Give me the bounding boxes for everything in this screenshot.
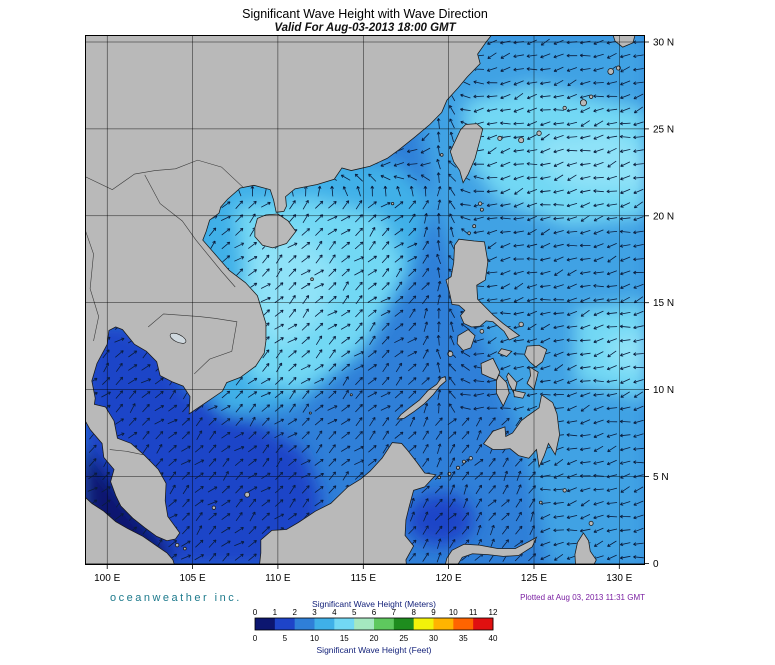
meters-tick: 6 — [372, 608, 377, 617]
legend-colorbar — [254, 617, 494, 631]
lat-label: 10 N — [653, 385, 674, 396]
lon-label: 100 E — [94, 573, 120, 584]
meters-tick: 5 — [352, 608, 357, 617]
feet-tick: 10 — [310, 634, 319, 643]
lon-label: 130 E — [606, 573, 632, 584]
graticule — [85, 35, 645, 565]
feet-tick: 35 — [459, 634, 468, 643]
lat-label: 15 N — [653, 298, 674, 309]
meters-tick: 0 — [253, 608, 258, 617]
meters-tick: 4 — [332, 608, 337, 617]
meters-tick: 8 — [411, 608, 416, 617]
lat-label: 20 N — [653, 211, 674, 222]
lat-label: 25 N — [653, 124, 674, 135]
lat-label: 5 N — [653, 472, 669, 483]
legend: Significant Wave Height (Meters) 0 1 2 3… — [253, 599, 498, 655]
lon-label: 110 E — [265, 573, 291, 584]
wave-direction-arrows — [87, 36, 644, 563]
feet-tick: 5 — [283, 634, 288, 643]
lat-label: 30 N — [653, 38, 674, 49]
map-body — [85, 35, 645, 565]
meters-tick: 1 — [273, 608, 278, 617]
lon-label: 105 E — [180, 573, 206, 584]
lon-label: 125 E — [521, 573, 547, 584]
feet-tick: 0 — [253, 634, 258, 643]
meters-tick: 3 — [312, 608, 317, 617]
meters-tick: 11 — [469, 608, 478, 617]
latitude-axis: 30 N 25 N 20 N 15 N 10 N 5 N 0 — [653, 38, 674, 570]
chart-subtitle: Valid For Aug-03-2013 18:00 GMT — [274, 22, 456, 34]
feet-tick: 40 — [489, 634, 498, 643]
meters-tick: 7 — [392, 608, 397, 617]
legend-feet-title: Significant Wave Height (Feet) — [317, 645, 432, 655]
axis-ticks — [106, 41, 649, 569]
oceanweather-brand: oceanweather inc. — [110, 592, 242, 604]
lon-label: 120 E — [436, 573, 462, 584]
longitude-axis: 100 E 105 E 110 E 115 E 120 E 125 E 130 … — [94, 573, 633, 584]
meters-tick: 2 — [292, 608, 297, 617]
tonle-sap-lake — [169, 332, 187, 344]
meters-tick: 9 — [431, 608, 436, 617]
feet-tick: 30 — [429, 634, 438, 643]
lon-label: 115 E — [351, 573, 377, 584]
map-frame — [85, 35, 645, 565]
feet-tick: 25 — [399, 634, 408, 643]
plotted-timestamp: Plotted at Aug 03, 2013 11:31 GMT — [520, 593, 645, 602]
meters-tick: 10 — [449, 608, 458, 617]
legend-meters-title: Significant Wave Height (Meters) — [312, 599, 436, 609]
legend-feet-ticks: 0 5 10 15 20 25 30 35 40 — [253, 634, 498, 643]
meters-tick: 12 — [489, 608, 498, 617]
legend-meters-ticks: 0 1 2 3 4 5 6 7 8 9 10 11 12 — [253, 608, 498, 617]
feet-tick: 15 — [340, 634, 349, 643]
feet-tick: 20 — [370, 634, 379, 643]
chart-title: Significant Wave Height with Wave Direct… — [242, 7, 488, 21]
lat-label: 0 — [653, 559, 659, 570]
